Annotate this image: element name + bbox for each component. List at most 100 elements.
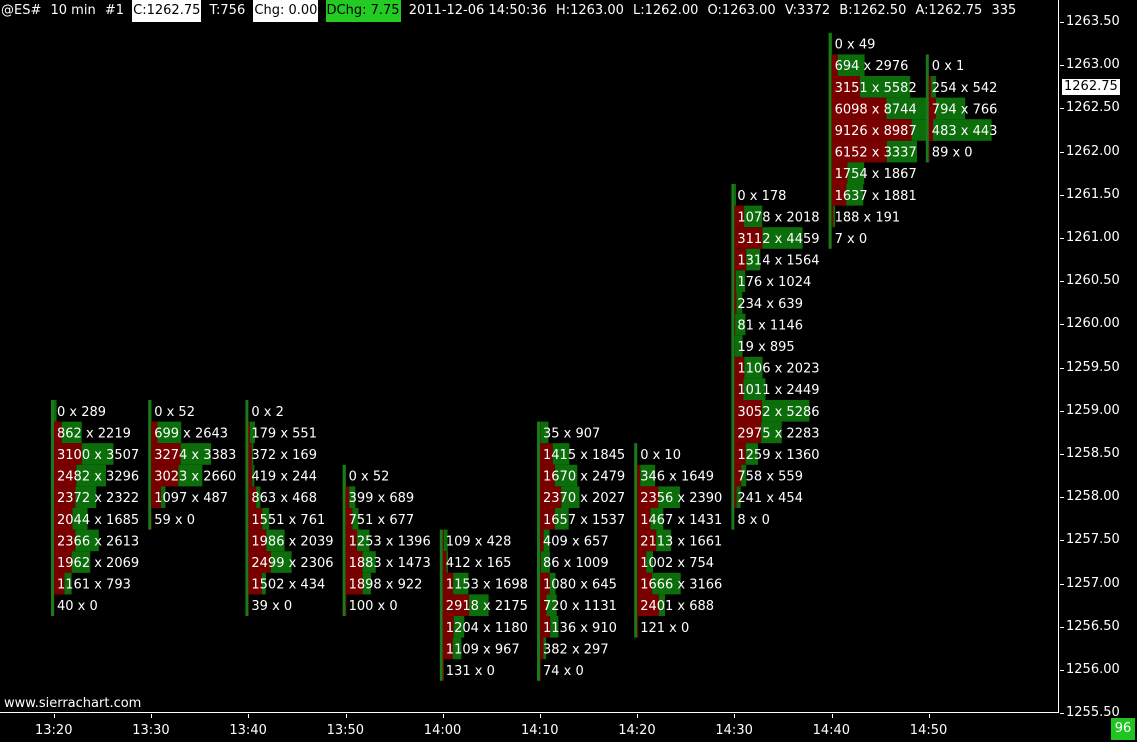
price-label: 1256.50: [1066, 618, 1120, 634]
ask-volume-bar: [762, 227, 803, 249]
ask-volume-bar: [180, 443, 212, 465]
bid-ask-label: 40 x 0: [57, 599, 98, 614]
ask-volume-bar: [251, 443, 254, 465]
footprint-bar-13:40[interactable]: 0 x 2 179 x 551 372 x 169 419 x 244 863 x 46…: [245, 400, 334, 616]
ask-volume-bar: [64, 572, 72, 595]
footprint-bar-14:10[interactable]: 35 x 907 1415 x 1845 1670 x 2479 2370 x 202…: [537, 421, 625, 681]
ask-volume-bar: [54, 400, 57, 422]
bar-range-line: [148, 400, 152, 530]
volume-value: V:3372: [784, 3, 831, 18]
bid-ask-label: 188 x 191: [835, 210, 901, 225]
daily-change-value: DChg: 7.75: [325, 0, 401, 22]
bid-volume-bar: [54, 443, 82, 465]
bid-ask-label: 9126 x 8987: [835, 124, 917, 139]
ask-volume-bar: [252, 464, 255, 487]
bid-ask-label: 1502 x 434: [251, 578, 325, 593]
price-axis[interactable]: 1263.50 1263.00 1262.50 1262.00 1261.50 1261.…: [1060, 0, 1137, 720]
ask-volume-bar: [744, 356, 763, 379]
price-label: 1260.50: [1066, 273, 1120, 289]
bid-volume-bar: [637, 551, 647, 573]
bid-volume-bar: [442, 659, 444, 681]
bid-volume-bar: [637, 464, 641, 487]
open-value: O:1263.00: [707, 3, 776, 18]
footprint-bar-13:30[interactable]: 0 x 52 699 x 2643 3274 x 3383 3023 x 2660 10…: [148, 400, 236, 530]
bid-volume-bar: [248, 443, 252, 465]
ask-volume-bar: [362, 572, 371, 595]
price-tick: [1060, 540, 1064, 542]
time-label: 13:20: [35, 723, 73, 738]
ask-volume-bar: [262, 508, 270, 530]
ask-volume-bar: [746, 248, 761, 271]
ask-volume-bar: [745, 443, 758, 465]
ask-volume-bar: [552, 443, 570, 465]
ask-volume-bar: [646, 551, 654, 573]
ask-volume-bar: [846, 184, 864, 206]
chart-number: #1: [104, 3, 125, 18]
bid-ask-label: 2113 x 1661: [640, 534, 722, 549]
ask-volume-bar: [656, 529, 672, 552]
bid-volume-bar: [637, 594, 659, 616]
price-tick: [1060, 454, 1064, 455]
bid-volume-bar: [540, 659, 541, 681]
price-label: 1263.00: [1066, 57, 1120, 73]
ask-volume-bar: [76, 464, 107, 487]
bid-ask-label: 179 x 551: [251, 426, 317, 441]
ask-volume-bar: [75, 486, 97, 508]
ask-volume-bar: [734, 335, 743, 357]
bid-volume-bar: [734, 486, 737, 508]
bid-ask-label: 3100 x 3507: [57, 448, 139, 463]
bid-volume-bar: [54, 551, 72, 573]
bid-value: B:1262.50: [839, 3, 907, 18]
bid-ask-label: 1259 x 1360: [737, 448, 819, 463]
bid-ask-label: 2356 x 2390: [640, 491, 722, 506]
time-axis[interactable]: 13:20 13:30 13:40 13:50 14:00 14:10 14:20 14:30…: [0, 714, 1137, 742]
bid-ask-label: 1136 x 910: [543, 621, 617, 636]
footprint-bar-14:20[interactable]: 0 x 10 346 x 1649 2356 x 2390 1467 x 1431 21…: [634, 443, 722, 638]
footprint-bar-13:50[interactable]: 0 x 52 399 x 689 751 x 677 1253 x 1396 1883 …: [342, 464, 431, 616]
price-tick: [1060, 281, 1064, 283]
bid-volume-bar: [345, 551, 363, 573]
footprint-bar-13:20[interactable]: 0 x 289 862 x 2219 3100 x 3507 2482 x 3296 2…: [51, 400, 139, 616]
ask-volume-bar: [550, 616, 559, 638]
ask-volume-bar: [549, 572, 556, 595]
time-tick: [928, 714, 930, 718]
price-tick: [1060, 194, 1064, 196]
price-tick: [1060, 713, 1064, 715]
bid-volume-bar: [734, 248, 747, 271]
bid-ask-label: 2499 x 2306: [251, 556, 333, 571]
footprint-bar-14:00[interactable]: 109 x 428 412 x 165 1153 x 1698 2918 x 2175…: [439, 529, 528, 681]
close-value: C:1262.75: [132, 0, 202, 22]
ask-volume-bar: [933, 119, 938, 141]
bid-volume-bar: [928, 97, 936, 120]
price-label: 1259.00: [1066, 402, 1120, 418]
bar-range-line: [634, 443, 638, 638]
footprint-chart[interactable]: 0 x 289 862 x 2219 3100 x 3507 2482 x 3296 2…: [0, 0, 1060, 714]
bid-ask-label: 121 x 0: [640, 621, 689, 636]
bar-range-line: [731, 184, 735, 530]
ask-volume-bar: [543, 637, 547, 660]
bid-ask-label: 7 x 0: [835, 232, 868, 247]
price-tick: [1060, 65, 1064, 67]
ask-volume-bar: [652, 572, 681, 595]
bid-ask-label: 1415 x 1845: [543, 448, 625, 463]
bid-ask-label: 794 x 766: [932, 102, 998, 117]
ask-volume-bar: [75, 529, 99, 552]
ask-volume-bar: [734, 184, 737, 206]
footprint-bar-14:50[interactable]: 0 x 1 254 x 542 794 x 766 483 x 443 89 x 0: [925, 54, 998, 163]
price-label: 1260.00: [1066, 316, 1120, 332]
price-tick: [1060, 670, 1064, 671]
bar-counter: 96: [1111, 718, 1135, 740]
footprint-bar-14:30[interactable]: 0 x 178 1078 x 2018 3112 x 4459 1314 x 1564…: [731, 184, 820, 530]
bid-ask-label: 74 x 0: [543, 664, 584, 679]
time-tick: [442, 714, 444, 718]
bid-volume-bar: [54, 529, 76, 552]
bid-volume-bar: [248, 421, 251, 444]
ask-volume-bar: [540, 551, 550, 573]
bid-ask-label: 1962 x 2069: [57, 556, 139, 571]
bar-range-line: [925, 54, 929, 163]
price-label: 1259.50: [1066, 359, 1120, 375]
bid-ask-label: 254 x 542: [932, 81, 998, 96]
footprint-bar-14:40[interactable]: 0 x 49 694 x 2976 3151 x 5582 6098 x 8744 91…: [828, 32, 992, 249]
ask-volume-bar: [443, 529, 448, 552]
bid-ask-label: 1637 x 1881: [835, 189, 917, 204]
